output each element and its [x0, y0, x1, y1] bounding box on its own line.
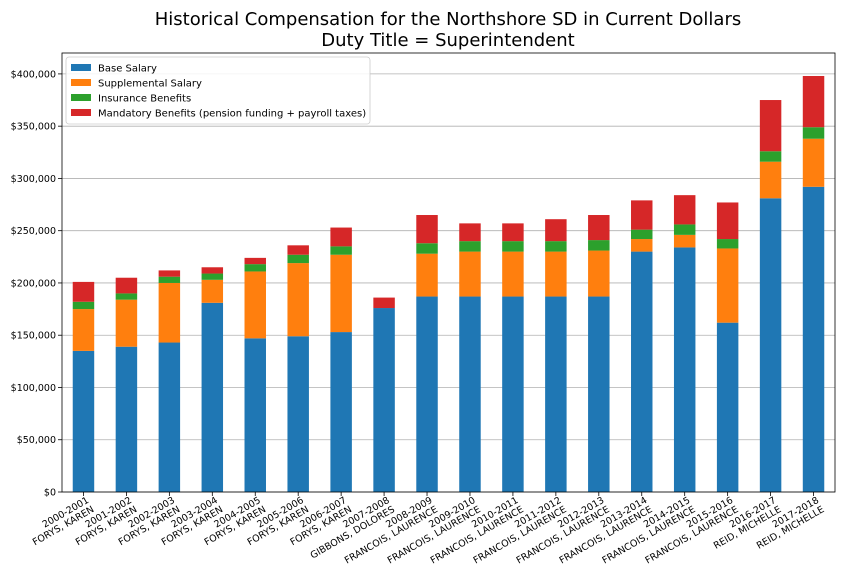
y-tick-label: $300,000 — [11, 174, 56, 185]
bar-segment-mandatory-2017-2018 — [802, 75, 825, 128]
chart-title: Historical Compensation for the Northsho… — [155, 9, 742, 30]
y-tick-label: $150,000 — [11, 331, 56, 342]
bar-segment-base-2001-2002 — [115, 346, 138, 492]
bar-segment-mandatory-2000-2001 — [72, 281, 95, 302]
bar-segment-base-2016-2017 — [759, 198, 782, 493]
bar-segment-supplemental-2011-2012 — [545, 251, 567, 297]
bar-segment-insurance-2010-2011 — [502, 241, 524, 252]
bar-segment-mandatory-2001-2002 — [115, 277, 138, 294]
plot-frame — [61, 52, 836, 493]
bar-segment-supplemental-2003-2004 — [201, 279, 224, 303]
bar-segment-insurance-2012-2013 — [588, 240, 610, 251]
legend-label: Supplemental Salary — [98, 79, 202, 90]
y-tick-label: $200,000 — [11, 278, 56, 289]
bar-segment-base-2005-2006 — [287, 336, 309, 492]
bar-segment-base-2012-2013 — [588, 296, 610, 492]
bar-segment-mandatory-2011-2012 — [545, 219, 567, 242]
bar-segment-mandatory-2008-2009 — [416, 215, 438, 244]
bar-segment-mandatory-2005-2006 — [287, 245, 309, 255]
bar-segment-insurance-2005-2006 — [287, 254, 309, 264]
bar-segment-supplemental-2002-2003 — [158, 282, 181, 343]
bar-segment-base-2009-2010 — [459, 296, 481, 492]
bar-segment-mandatory-2003-2004 — [201, 267, 224, 274]
bar-segment-insurance-2002-2003 — [158, 276, 181, 283]
y-tick-label: $0 — [44, 488, 56, 499]
legend-swatch — [71, 109, 91, 116]
bar-segment-supplemental-2012-2013 — [588, 250, 610, 297]
legend-label: Insurance Benefits — [98, 94, 191, 105]
bar-segment-supplemental-2009-2010 — [459, 251, 481, 297]
bar-segment-insurance-2004-2005 — [244, 264, 266, 272]
bar-segment-mandatory-2009-2010 — [459, 223, 481, 242]
bar-segment-supplemental-2000-2001 — [72, 309, 95, 351]
bar-segment-supplemental-2017-2018 — [802, 138, 825, 187]
bar-segment-mandatory-2013-2014 — [631, 200, 653, 230]
bar-segment-base-2002-2003 — [158, 342, 181, 492]
y-tick-label: $100,000 — [11, 383, 56, 394]
bar-segment-supplemental-2004-2005 — [244, 271, 266, 339]
bar-segment-supplemental-2001-2002 — [115, 299, 138, 347]
bar-segment-mandatory-2002-2003 — [158, 270, 181, 277]
bar-segment-supplemental-2006-2007 — [330, 254, 352, 333]
bar-segment-base-2015-2016 — [716, 322, 739, 492]
bar-segment-mandatory-2006-2007 — [330, 227, 352, 247]
bar-segment-supplemental-2008-2009 — [416, 253, 438, 297]
legend-swatch — [71, 79, 91, 86]
bar-segment-mandatory-2014-2015 — [673, 195, 696, 225]
bar-segment-insurance-2015-2016 — [716, 239, 739, 249]
bar-segment-base-2004-2005 — [244, 338, 266, 492]
bar-segment-insurance-2016-2017 — [759, 151, 782, 162]
legend: Base Salary Supplemental Salary Insurance … — [65, 56, 371, 125]
bar-segment-base-2008-2009 — [416, 296, 438, 492]
bar-segment-mandatory-2015-2016 — [716, 202, 739, 240]
bar-segment-mandatory-2007-2008 — [373, 297, 395, 309]
bar-segment-insurance-2011-2012 — [545, 241, 567, 252]
bar-segment-base-2013-2014 — [631, 251, 653, 492]
bar-segment-supplemental-2016-2017 — [759, 161, 782, 199]
bar-segment-mandatory-2016-2017 — [759, 100, 782, 152]
y-tick-label: $400,000 — [11, 69, 56, 80]
bar-segment-base-2011-2012 — [545, 296, 567, 492]
bar-segment-supplemental-2010-2011 — [502, 251, 524, 297]
bar-segment-base-2006-2007 — [330, 332, 352, 492]
bars — [72, 75, 825, 493]
bar-segment-insurance-2003-2004 — [201, 273, 224, 280]
legend-box — [65, 56, 371, 125]
gridlines — [62, 73, 835, 493]
bar-segment-insurance-2008-2009 — [416, 243, 438, 254]
legend-label: Mandatory Benefits (pension funding + pa… — [98, 109, 366, 120]
bar-segment-insurance-2017-2018 — [802, 127, 825, 139]
bar-segment-base-2003-2004 — [201, 302, 224, 492]
bar-segment-base-2010-2011 — [502, 296, 524, 492]
bar-segment-mandatory-2004-2005 — [244, 257, 266, 265]
bar-segment-base-2000-2001 — [72, 350, 95, 492]
bar-segment-supplemental-2015-2016 — [716, 248, 739, 323]
bar-segment-insurance-2000-2001 — [72, 301, 95, 310]
bar-segment-insurance-2001-2002 — [115, 293, 138, 300]
bar-segment-supplemental-2005-2006 — [287, 263, 309, 337]
bar-segment-base-2017-2018 — [802, 186, 825, 493]
bar-segment-base-2007-2008 — [373, 308, 395, 492]
bar-segment-insurance-2009-2010 — [459, 241, 481, 252]
legend-swatch — [71, 64, 91, 71]
bar-segment-base-2014-2015 — [673, 247, 696, 492]
chart-subtitle: Duty Title = Superintendent — [321, 30, 574, 51]
legend-swatch — [71, 94, 91, 101]
bar-segment-supplemental-2013-2014 — [631, 239, 653, 252]
y-tick-label: $250,000 — [11, 226, 56, 237]
y-tick-label: $50,000 — [17, 435, 56, 446]
axes — [61, 52, 836, 493]
bar-segment-mandatory-2012-2013 — [588, 215, 610, 241]
bar-segment-insurance-2014-2015 — [673, 224, 696, 235]
bar-segment-insurance-2006-2007 — [330, 246, 352, 255]
bar-segment-mandatory-2010-2011 — [502, 223, 524, 242]
y-tick-label: $350,000 — [11, 122, 56, 133]
bar-segment-insurance-2013-2014 — [631, 229, 653, 240]
legend-label: Base Salary — [98, 64, 157, 75]
bar-segment-supplemental-2014-2015 — [673, 234, 696, 248]
y-axis-ticks: $0 $50,000 $100,000 $150,000 $200,000 $250,00… — [11, 69, 62, 499]
